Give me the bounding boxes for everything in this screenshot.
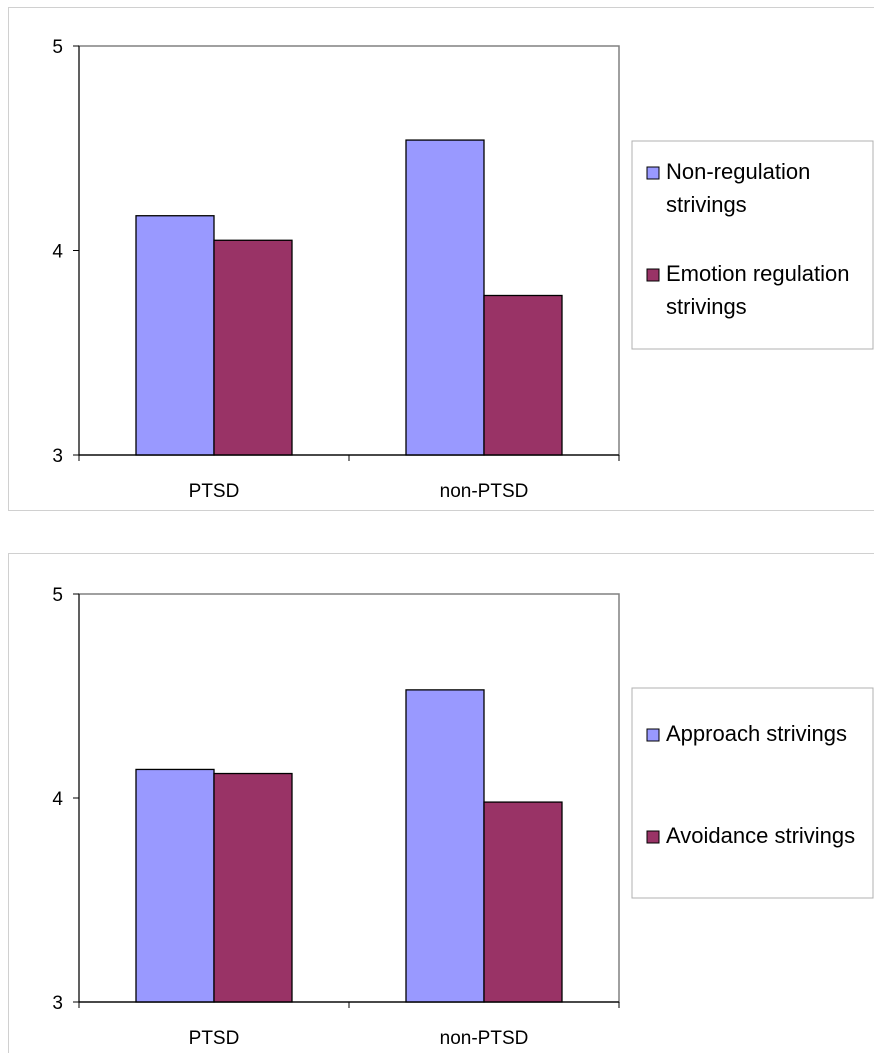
legend-label: Emotion regulation: [666, 261, 849, 286]
bar-series-2: [213, 239, 293, 456]
legend-swatch: [646, 728, 660, 742]
y-tick-label: 3: [52, 446, 63, 467]
bar-series-1: [405, 139, 485, 456]
y-tick-label: 4: [52, 242, 63, 263]
x-tick-label: non-PTSD: [440, 481, 529, 502]
x-tick-label: PTSD: [189, 1028, 240, 1049]
bar-series-2: [483, 294, 563, 456]
bar-series-2: [483, 801, 563, 1003]
bar-chart-bottom: 3 4 5 PTSD non-PTSD Approach strivings Avoidan…: [52, 585, 874, 1049]
x-tick-label: PTSD: [189, 481, 240, 502]
bar-chart-top: 3 4 5 PTSD non-PTSD Non-regulation strivings Em…: [52, 37, 874, 502]
legend-label: strivings: [666, 192, 747, 217]
legend-label: Non-regulation: [666, 159, 810, 184]
y-tick-label: 3: [52, 993, 63, 1014]
chart-panel-bottom: 3 4 5 PTSD non-PTSD Approach strivings Avoidan…: [8, 553, 874, 1053]
legend-box: [631, 140, 874, 350]
legend-swatch: [646, 166, 660, 180]
legend-swatch: [646, 830, 660, 844]
bar-series-1: [135, 768, 215, 1003]
y-tick-label: 5: [52, 37, 63, 58]
chart-panel-top: 3 4 5 PTSD non-PTSD Non-regulation strivings Em…: [8, 7, 874, 511]
y-tick-label: 5: [52, 585, 63, 606]
legend-box: [631, 687, 874, 899]
bar-series-1: [135, 215, 215, 456]
y-tick-label: 4: [52, 789, 63, 810]
legend-label: strivings: [666, 294, 747, 319]
x-tick-label: non-PTSD: [440, 1028, 529, 1049]
legend-label: Avoidance strivings: [666, 823, 855, 848]
legend: Non-regulation strivings Emotion regulatio…: [631, 140, 874, 350]
legend-swatch: [646, 268, 660, 282]
legend: Approach strivings Avoidance strivings: [631, 687, 874, 899]
legend-label: Approach strivings: [666, 721, 847, 746]
bar-series-2: [213, 772, 293, 1003]
bar-series-1: [405, 689, 485, 1003]
